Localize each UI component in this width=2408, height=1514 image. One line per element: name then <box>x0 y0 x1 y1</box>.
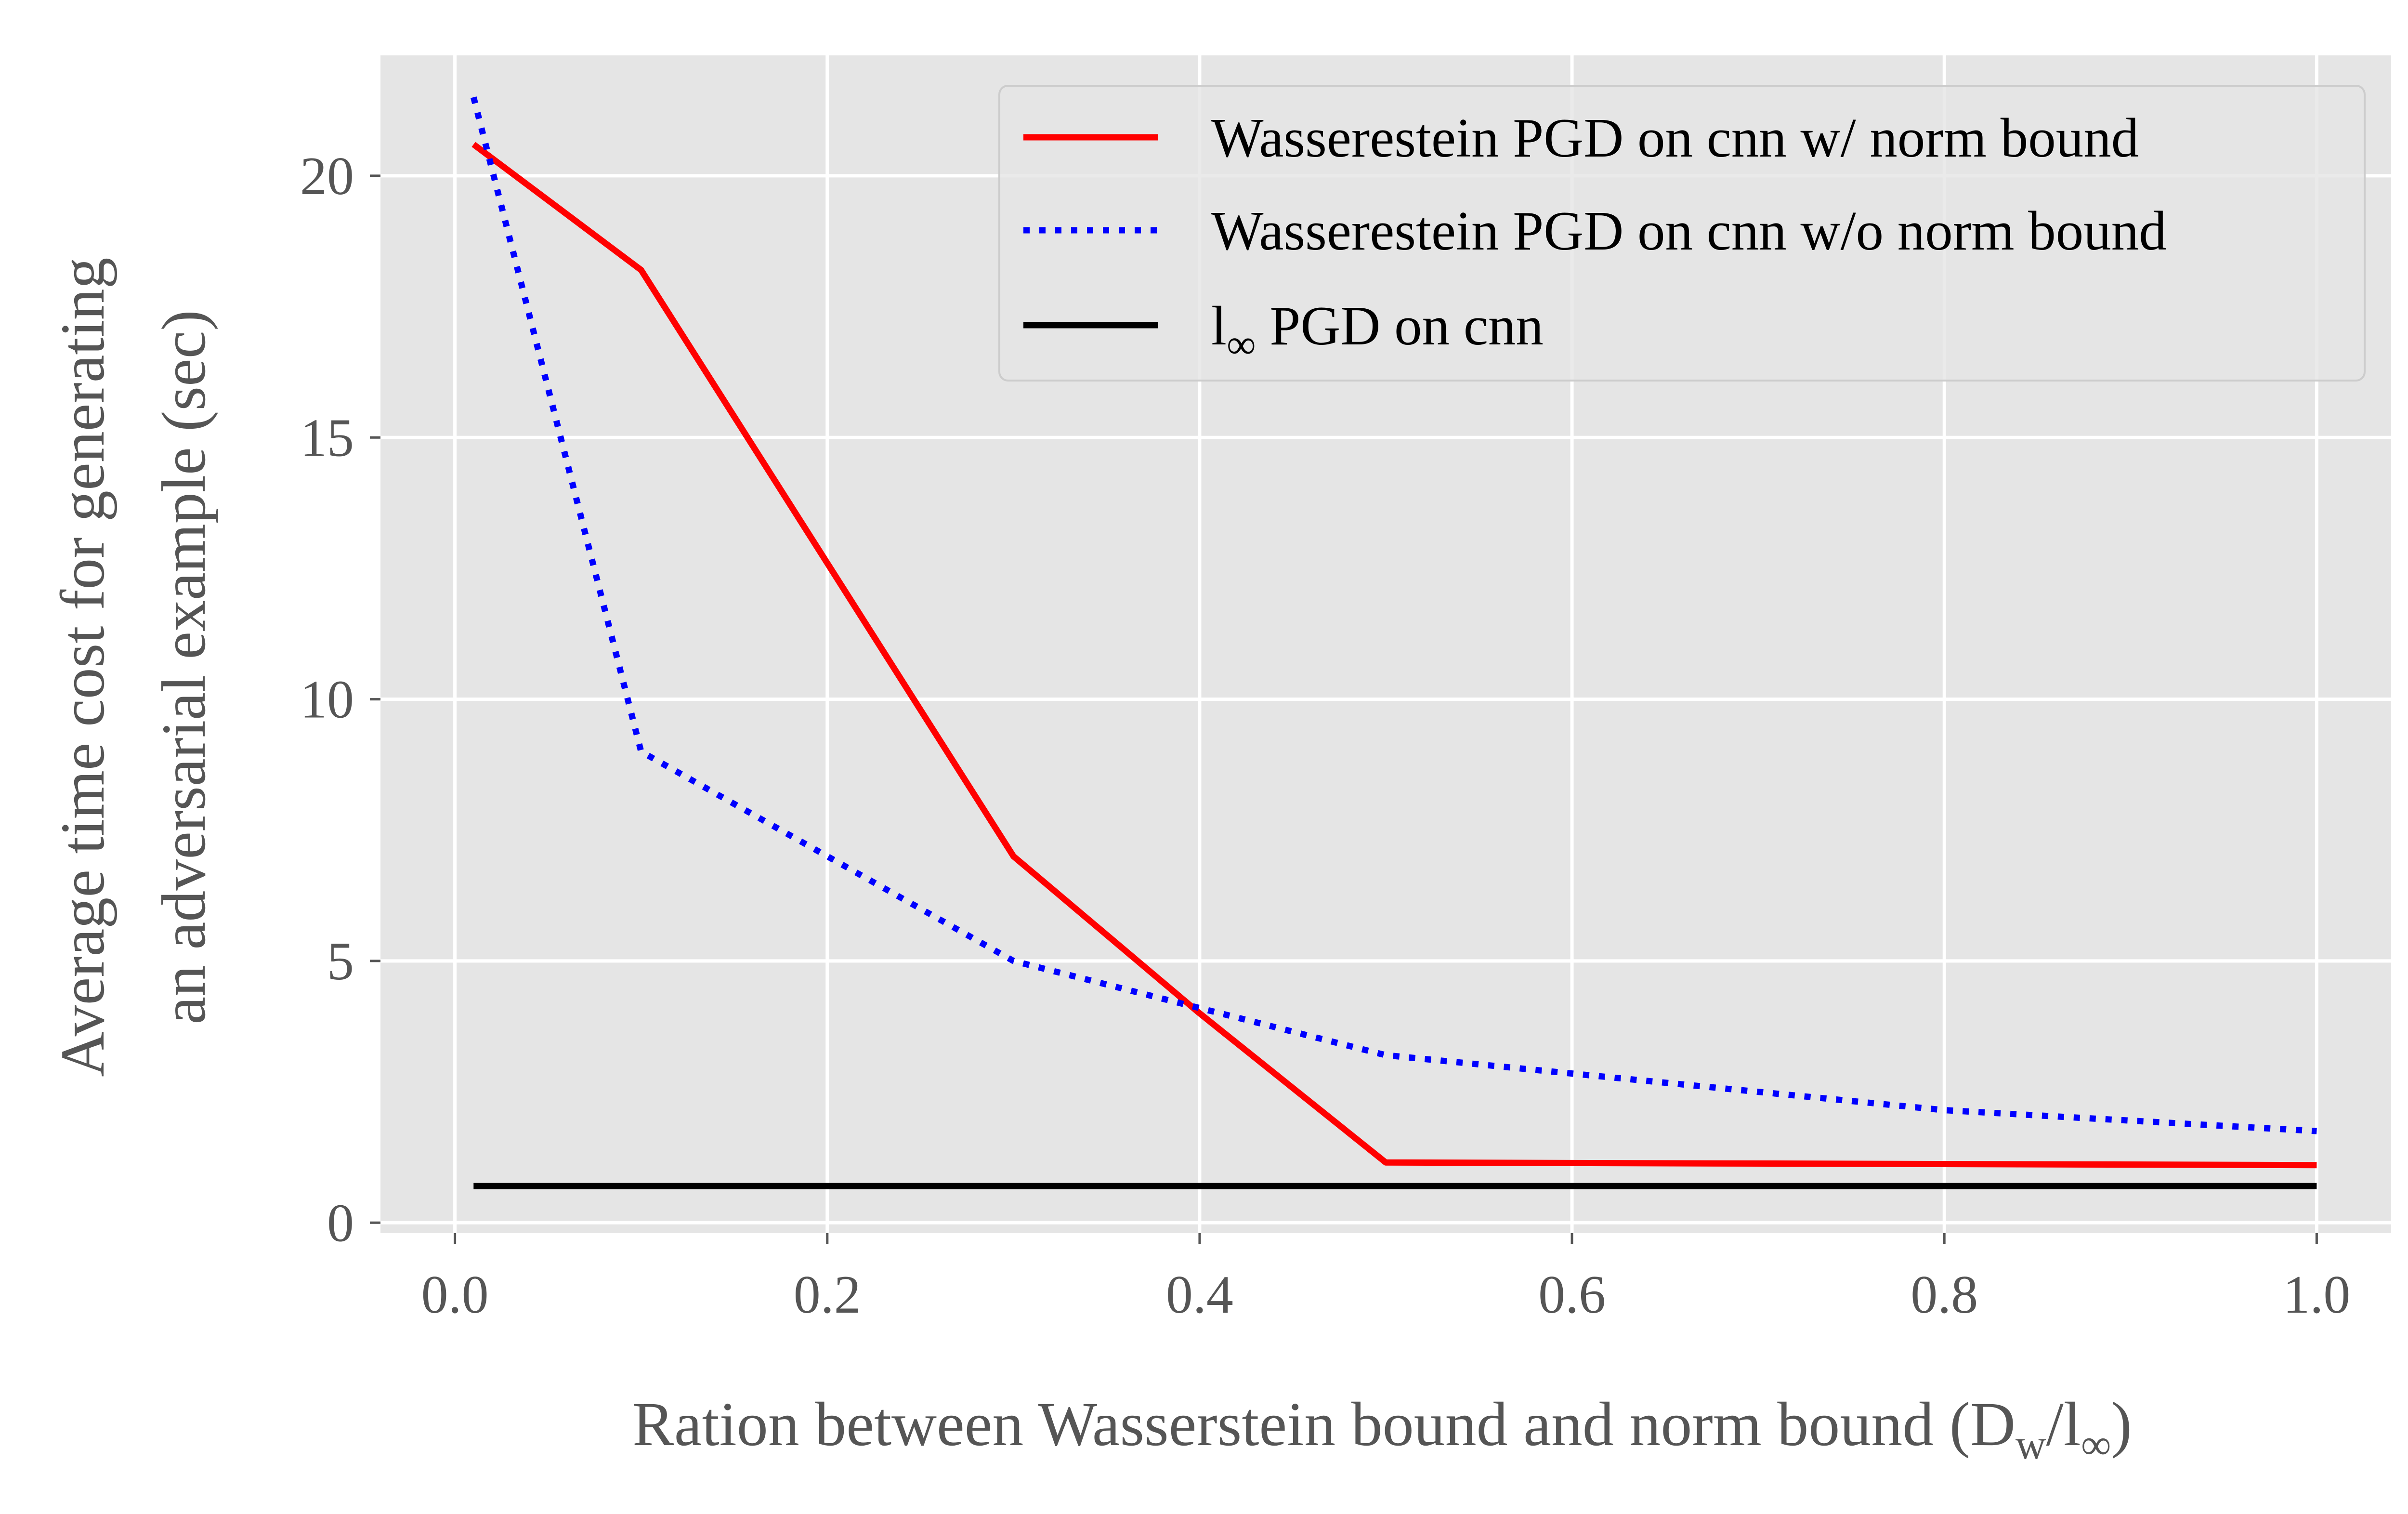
x-tick-label: 0.6 <box>1538 1265 1606 1325</box>
y-axis-label-line2: an adversarial example (sec) <box>149 310 219 1024</box>
legend-text-linf-l: l <box>1211 295 1227 356</box>
y-tick-label: 5 <box>327 932 354 991</box>
axis-ticks: 0.0 0.2 0.4 0.6 0.8 1.0 0 5 10 15 20 <box>300 146 2350 1325</box>
x-tick-label: 0.0 <box>421 1265 489 1325</box>
series-line-w-norm-bound <box>471 142 2317 1169</box>
legend-text-linf-pgd: l∞ PGD on cnn <box>1211 295 1544 367</box>
series-lines <box>471 96 2317 1189</box>
x-axis-label: Ration between Wasserstein bound and nor… <box>632 1390 2132 1468</box>
y-tick-label: 0 <box>327 1193 354 1253</box>
x-tick-label: 0.8 <box>1911 1265 1978 1325</box>
x-axis-label-main: Ration between Wasserstein bound and nor… <box>632 1390 2015 1459</box>
y-tick-label: 20 <box>300 146 354 206</box>
x-axis-label-sub-w: w <box>2015 1422 2046 1468</box>
y-tick-label: 15 <box>300 408 354 468</box>
legend-text-linf-sub: ∞ <box>1227 322 1256 367</box>
y-axis-label-line1: Average time cost for generating <box>48 257 118 1077</box>
legend-frame <box>998 85 2366 382</box>
x-tick-label: 1.0 <box>2283 1265 2350 1325</box>
x-tick-label: 0.4 <box>1166 1265 1233 1325</box>
legend-entry-w-norm-bound: Wasserestein PGD on cnn w/ norm bound <box>1023 107 2139 169</box>
legend-text-linf-rest: PGD on cnn <box>1256 295 1544 356</box>
x-axis-label-mid: /l <box>2046 1390 2081 1459</box>
legend-entry-wo-norm-bound: Wasserestein PGD on cnn w/o norm bound <box>1023 200 2167 262</box>
y-tick-label: 10 <box>300 670 354 730</box>
x-axis-label-sub-inf: ∞ <box>2081 1422 2111 1468</box>
legend-entry-linf-pgd: l∞ PGD on cnn <box>1023 295 1544 367</box>
legend-text-wo-norm-bound: Wasserestein PGD on cnn w/o norm bound <box>1211 200 2167 262</box>
x-tick-label: 0.2 <box>794 1265 861 1325</box>
legend-text-w-norm-bound: Wasserestein PGD on cnn w/ norm bound <box>1211 107 2139 169</box>
x-axis-label-end: ) <box>2111 1390 2132 1459</box>
legend: Wasserestein PGD on cnn w/ norm bound Wa… <box>998 85 2366 382</box>
